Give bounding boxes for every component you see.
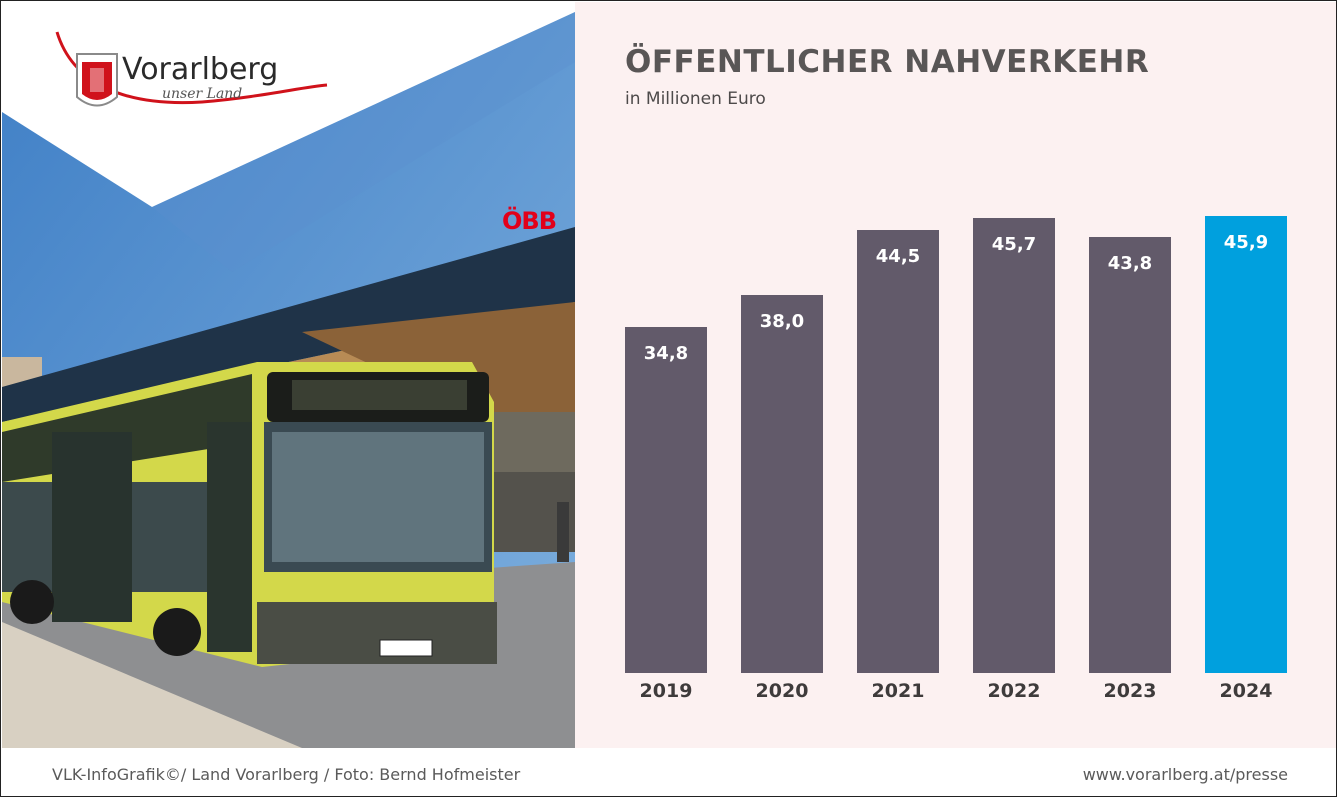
x-tick-label: 2022 [987, 680, 1041, 702]
bar-2021 [857, 230, 939, 673]
bar-2022 [973, 218, 1055, 673]
bar-2024 [1205, 216, 1287, 673]
x-tick-label: 2024 [1219, 680, 1273, 702]
footer: VLK-InfoGrafik©/ Land Vorarlberg / Foto:… [2, 748, 1336, 796]
bar-value-label: 38,0 [759, 310, 805, 332]
bar-value-label: 45,7 [991, 234, 1037, 256]
bar-value-label: 44,5 [875, 246, 921, 268]
bus-photo-illustration [2, 2, 575, 748]
bus-photo: Vorarlberg unser Land ÖBB [2, 2, 575, 748]
obb-station-sign: ÖBB [502, 207, 557, 235]
bar-chart: 34,8 2019 38,0 2020 44,5 2021 45,7 2022 43,8 2023… [575, 2, 1336, 748]
bar-chart-panel: ÖFFENTLICHER NAHVERKEHR in Millionen Eur… [575, 2, 1336, 748]
x-tick-label: 2023 [1103, 680, 1157, 702]
chart-subtitle: in Millionen Euro [625, 89, 766, 109]
x-tick-label: 2021 [871, 680, 925, 702]
bar-value-label: 34,8 [643, 342, 689, 364]
bar-2020 [741, 294, 823, 673]
logo-tagline: unser Land [162, 86, 243, 102]
footer-credit: VLK-InfoGrafik©/ Land Vorarlberg / Foto:… [52, 765, 521, 784]
footer-website-link[interactable]: www.vorarlberg.at/presse [1082, 765, 1288, 784]
bar-2019 [625, 326, 707, 673]
bar-2023 [1089, 237, 1171, 673]
bar-value-label: 45,9 [1223, 232, 1269, 254]
x-tick-label: 2020 [755, 680, 809, 702]
logo-wordmark: Vorarlberg [122, 52, 279, 87]
x-tick-label: 2019 [639, 680, 693, 702]
bar-value-label: 43,8 [1107, 253, 1153, 275]
chart-title: ÖFFENTLICHER NAHVERKEHR [625, 44, 1150, 80]
